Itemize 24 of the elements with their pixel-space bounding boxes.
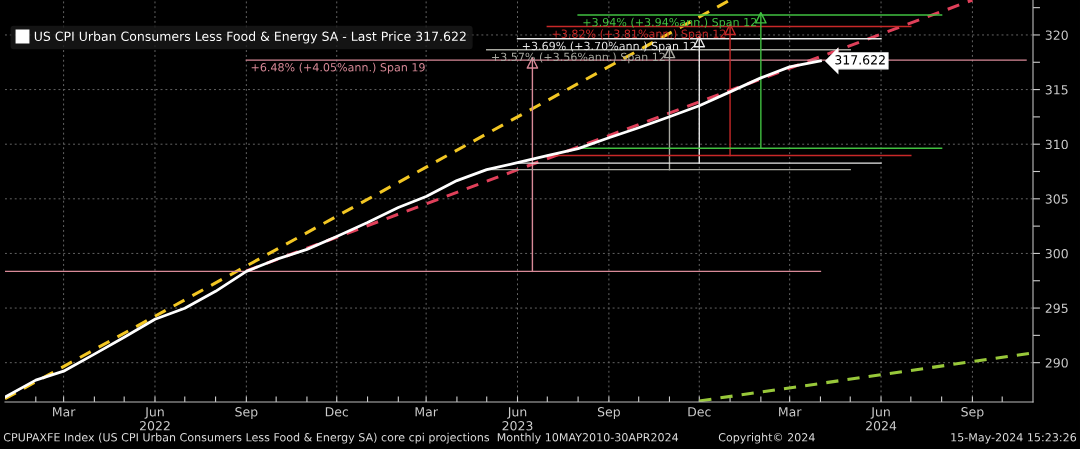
y-tick-label: 320 [1045,30,1068,40]
text: 15-May-2024 15:23:26 [951,433,1077,444]
text: Copyright© 2024 [718,432,815,444]
x-tick-label: Mar [415,407,438,417]
legend-label: US CPI Urban Consumers Less Food & Energy SA - Last Price 317.622 [34,31,466,44]
y-tick-label: 295 [1045,303,1068,313]
x-tick-label: Sep [961,407,984,419]
annotation: +6.48% (+4.05%ann.) Span 19 [251,62,425,74]
y-tick-label: 310 [1045,139,1068,150]
y-tick-label: 290 [1045,358,1068,368]
y-tick-label: 305 [1045,194,1068,204]
x-tick-label: Dec [325,407,349,417]
x-tick-label: Mar [779,407,802,417]
text: CPUPAXFE Index (US CPI Urban Consumers Less Food & Energy SA) core cpi projections Monthly 10MAY2010-30APR2024 [3,432,679,444]
x-tick-label: Mar [53,407,76,417]
x-tick-label: Jun 2022 [139,407,170,431]
data-label: 317.622 [835,55,885,65]
x-tick-label: Sep [235,407,258,419]
x-tick-label: Dec [688,407,711,417]
x-tick-label: Sep [597,407,620,419]
y-tick-label: 300 [1045,248,1068,259]
x-tick-label: Jun 2024 [866,407,897,431]
y-tick-label: 315 [1045,85,1068,95]
x-tick-label: Jun 2023 [502,407,533,431]
